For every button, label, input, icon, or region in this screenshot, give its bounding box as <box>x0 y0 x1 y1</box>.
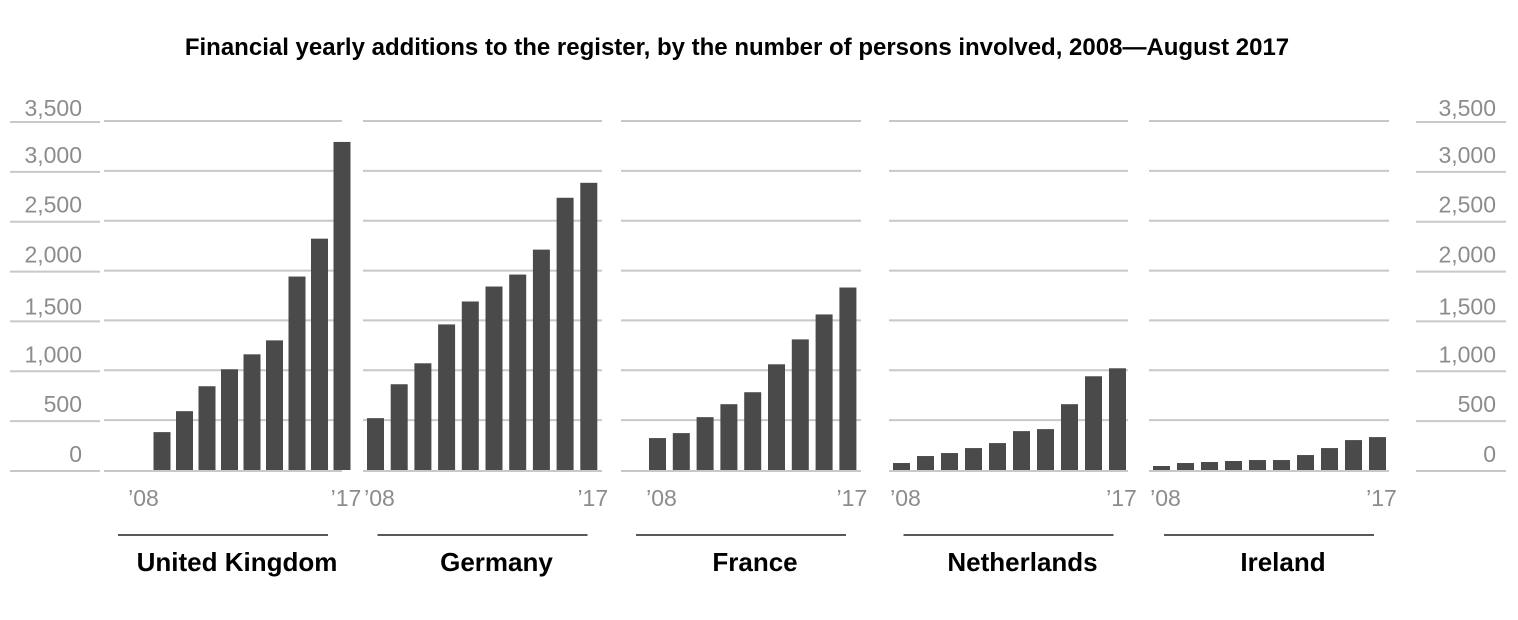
bar <box>461 301 479 470</box>
bar <box>438 324 456 470</box>
bar <box>1061 404 1078 470</box>
bar <box>839 287 857 470</box>
bar <box>791 339 809 470</box>
bar <box>221 369 238 470</box>
x-tick-label: ’08 <box>364 485 395 511</box>
y-tick-label-right: 1,000 <box>1438 341 1496 367</box>
bar <box>532 249 550 470</box>
bar <box>965 448 982 470</box>
y-tick-label-right: 3,500 <box>1438 95 1496 121</box>
bar <box>720 404 738 470</box>
panel-label: Germany <box>440 547 553 577</box>
panel-united-kingdom: ’08 ’17 United Kingdom <box>104 120 362 577</box>
bar <box>414 363 432 470</box>
bar <box>744 392 762 470</box>
panel-ireland: ’08 ’17 Ireland <box>1149 120 1397 577</box>
chart-title: Financial yearly additions to the regist… <box>184 34 1290 61</box>
panel-label: Ireland <box>1240 547 1325 577</box>
bar <box>266 340 283 470</box>
y-tick-label-left: 2,000 <box>24 242 82 268</box>
bar <box>243 354 261 470</box>
x-tick-label: ’08 <box>890 485 921 511</box>
bar <box>556 197 574 470</box>
bar <box>390 384 408 470</box>
x-tick-label: ’08 <box>1150 485 1181 511</box>
y-tick-label-left: 500 <box>44 391 82 417</box>
bar <box>176 411 193 470</box>
y-axis-right: 0 500 1,000 1,500 2,000 2,500 3,000 3,500 <box>1416 95 1506 472</box>
bar <box>288 276 306 470</box>
bar <box>198 386 216 470</box>
y-tick-label-right: 2,500 <box>1438 192 1496 218</box>
bar <box>1109 368 1126 470</box>
y-tick-label-right: 500 <box>1458 391 1496 417</box>
bar <box>941 453 958 470</box>
y-tick-label-left: 3,000 <box>24 142 82 168</box>
y-tick-label-right: 3,000 <box>1438 142 1496 168</box>
x-tick-label: ’17 <box>1106 485 1137 511</box>
bar <box>1225 461 1242 470</box>
bar <box>1085 376 1102 470</box>
bar <box>367 418 384 470</box>
y-tick-label-left: 1,000 <box>24 341 82 367</box>
bar <box>1037 429 1054 470</box>
bar <box>893 463 910 470</box>
y-tick-label-left: 3,500 <box>24 95 82 121</box>
bar <box>1345 440 1362 470</box>
x-tick-label: ’17 <box>837 485 868 511</box>
bar <box>580 182 598 470</box>
bar <box>1249 460 1266 470</box>
y-tick-label-left: 0 <box>69 441 82 467</box>
x-tick-label: ’08 <box>128 485 159 511</box>
bar <box>672 433 690 470</box>
y-tick-label-right: 2,000 <box>1438 242 1496 268</box>
y-tick-label-right: 0 <box>1483 441 1496 467</box>
bar <box>509 274 527 470</box>
bar <box>917 456 934 470</box>
bar <box>815 314 833 470</box>
bar <box>989 443 1006 470</box>
bar <box>1201 462 1218 470</box>
bar <box>649 438 666 470</box>
bar <box>1013 431 1030 470</box>
bar <box>1177 463 1194 470</box>
bar <box>1321 448 1338 470</box>
y-axis-left: 0 500 1,000 1,500 2,000 2,500 3,000 3,500 <box>10 95 100 472</box>
x-tick-label: ’17 <box>331 485 362 511</box>
bar <box>153 432 171 470</box>
panel-france: ’08 ’17 France <box>621 120 868 577</box>
bar <box>1153 466 1170 470</box>
bar <box>768 364 785 470</box>
panel-germany: ’08 ’17 Germany <box>363 120 608 577</box>
y-tick-label-left: 2,500 <box>24 192 82 218</box>
bar <box>333 141 351 470</box>
bar <box>1369 437 1386 470</box>
x-tick-label: ’17 <box>1366 485 1397 511</box>
bar <box>485 286 503 470</box>
bar <box>1273 460 1290 470</box>
y-tick-label-left: 1,500 <box>24 293 82 319</box>
x-tick-label: ’08 <box>646 485 677 511</box>
bar <box>1297 455 1314 470</box>
panel-label: Netherlands <box>947 547 1097 577</box>
y-tick-label-right: 1,500 <box>1438 293 1496 319</box>
panel-label: France <box>712 547 797 577</box>
x-tick-label: ’17 <box>577 485 608 511</box>
bar <box>311 238 328 470</box>
panel-label: United Kingdom <box>137 547 338 577</box>
panel-netherlands: ’08 ’17 Netherlands <box>889 120 1137 577</box>
bar <box>696 417 714 470</box>
